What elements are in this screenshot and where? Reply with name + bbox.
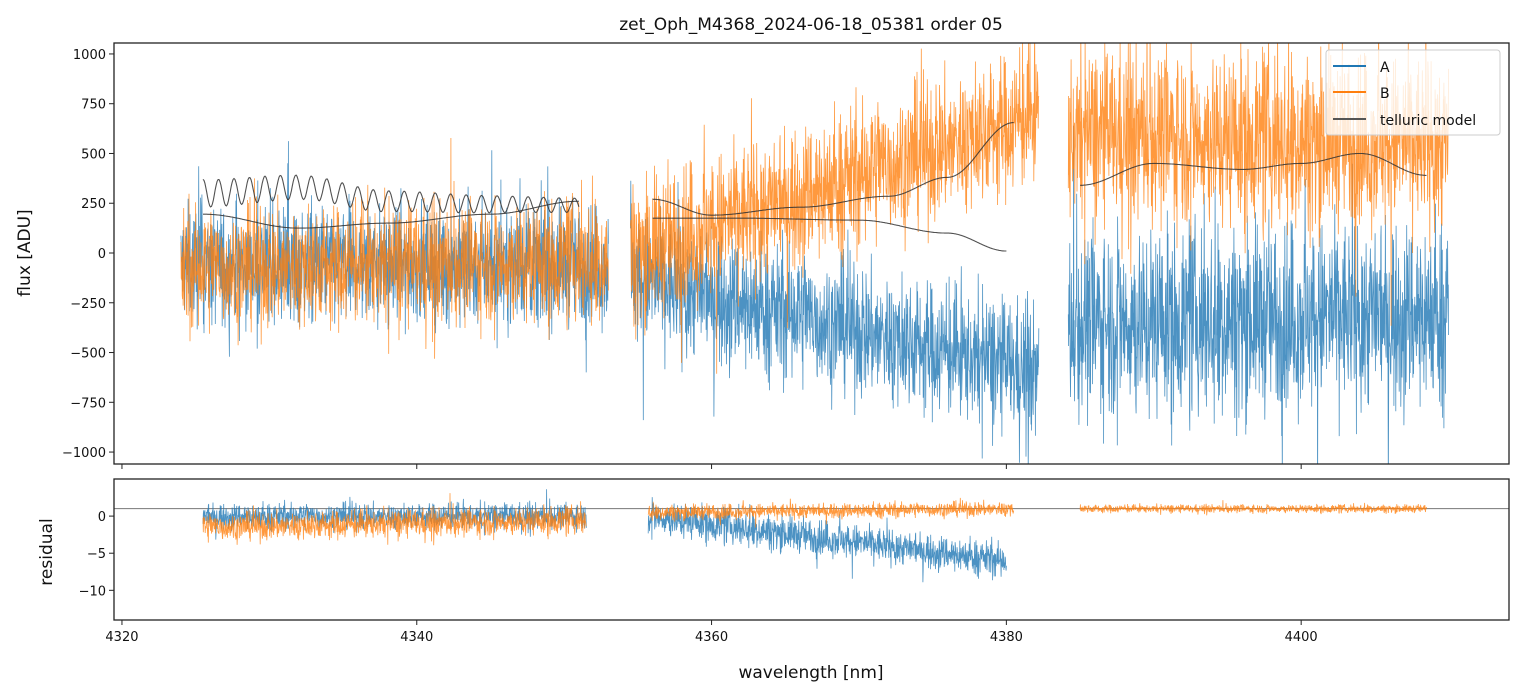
flux-ytick-label: 250 <box>81 197 106 212</box>
x-axis-label: wavelength [nm] <box>738 663 883 683</box>
flux-plot-area <box>180 43 1449 464</box>
flux-series-a-segment-0 <box>180 141 609 373</box>
legend-label-telluric: telluric model <box>1380 113 1476 129</box>
y-axis-label-flux: flux [ADU] <box>15 209 35 296</box>
residual-plot-area <box>114 489 1509 583</box>
residual-series-b-segment-1 <box>647 497 1015 528</box>
flux-ytick-label: 500 <box>81 147 106 162</box>
legend-label-b: B <box>1380 86 1390 102</box>
residual-series-b-segment-2 <box>1079 500 1427 516</box>
xtick-label: 4400 <box>1285 630 1318 645</box>
chart-title: zet_Oph_M4368_2024-06-18_05381 order 05 <box>619 15 1003 35</box>
residual-ytick-label: −5 <box>87 547 106 562</box>
xtick-label: 4360 <box>695 630 728 645</box>
flux-series-b-segment-0 <box>180 137 609 359</box>
telluric-model-curve-4 <box>1080 152 1427 186</box>
telluric-model-curve-1 <box>203 200 579 229</box>
xtick-label: 4340 <box>400 630 433 645</box>
telluric-model-curve-2 <box>652 122 1014 216</box>
flux-ytick-label: −500 <box>70 347 106 362</box>
flux-ytick-label: −750 <box>70 396 106 411</box>
flux-series-a-segment-1 <box>630 180 1040 464</box>
flux-ytick-label: 0 <box>98 247 106 262</box>
flux-ytick-label: −250 <box>70 297 106 312</box>
y-axis-label-residual: residual <box>37 518 57 585</box>
residual-series-b-segment-0 <box>202 493 587 546</box>
flux-ytick-label: 750 <box>81 98 106 113</box>
xtick-label: 4320 <box>105 630 138 645</box>
residual-axes-frame <box>113 478 1510 621</box>
legend-label-a: A <box>1380 60 1390 76</box>
legend-box <box>1325 49 1501 136</box>
residual-series-a-segment-1 <box>647 497 1007 583</box>
flux-ytick-label: 1000 <box>73 48 106 63</box>
residual-ytick-label: −10 <box>79 584 106 599</box>
xtick-label: 4380 <box>990 630 1023 645</box>
telluric-model-curve-3 <box>652 217 1007 252</box>
flux-series-a-segment-2 <box>1067 125 1449 464</box>
flux-ytick-label: −1000 <box>62 446 106 461</box>
flux-series-b-segment-2 <box>1067 43 1449 326</box>
telluric-model-curve-0 <box>202 174 580 214</box>
residual-ytick-label: 0 <box>98 510 106 525</box>
legend: A B telluric model <box>1325 49 1501 136</box>
flux-series-b-segment-1 <box>630 43 1040 374</box>
